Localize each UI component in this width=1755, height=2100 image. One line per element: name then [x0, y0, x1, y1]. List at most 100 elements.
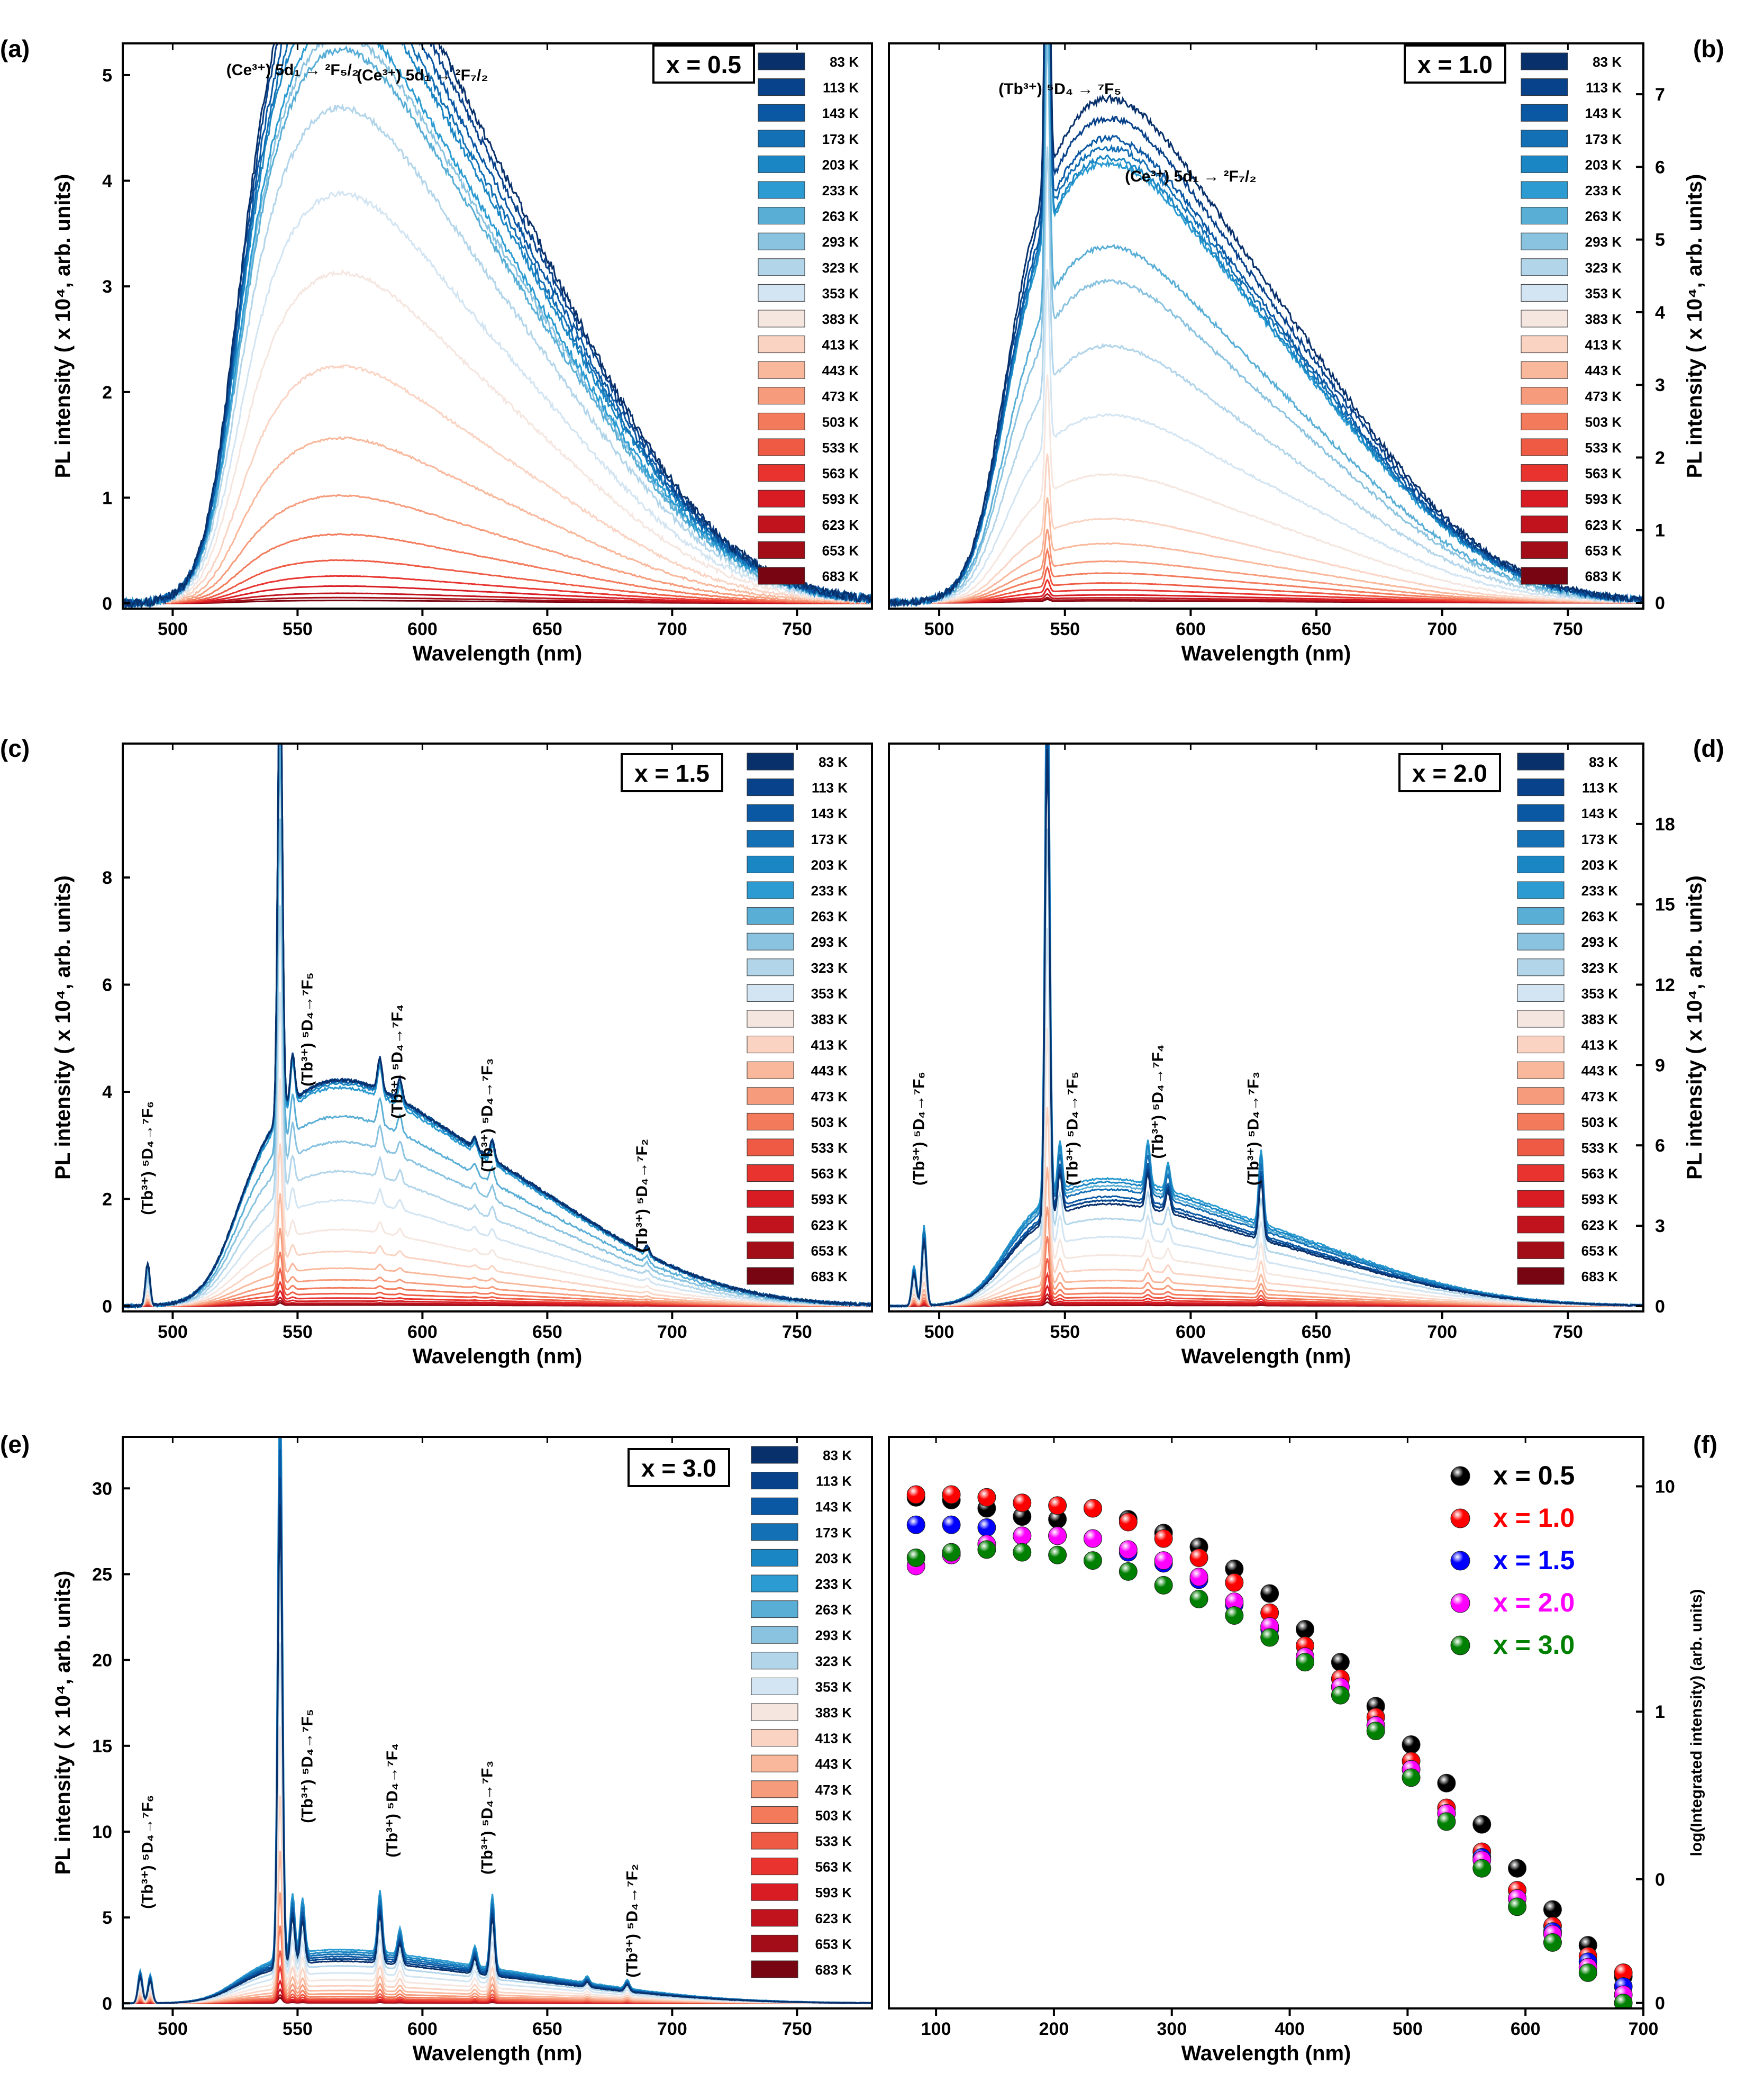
y-tick-label: 7 — [1655, 85, 1665, 105]
spectrum-263k — [889, 43, 1643, 608]
legend-label: 563 K — [811, 1166, 848, 1182]
legend-swatch — [751, 1446, 798, 1464]
legend-label: 653 K — [815, 1936, 852, 1952]
spectrum-533k — [123, 559, 872, 605]
spectrum-383k — [123, 1078, 872, 1308]
transition-annotation: (Tb³⁺) ⁵D₄→⁷F₂ — [623, 1864, 641, 1978]
transition-annotation: (Tb³⁺) ⁵D₄→⁷F₅ — [299, 1709, 316, 1823]
transition-annotation: (Tb³⁺) ⁵D₄→⁷F₅ — [1064, 1072, 1081, 1185]
data-point-3.0 — [1013, 1543, 1032, 1562]
legend-label: x = 1.5 — [1493, 1545, 1575, 1575]
legend-label: 683 K — [811, 1269, 848, 1284]
spectrum-443k — [123, 1193, 872, 1307]
data-point-3.0 — [1614, 1994, 1633, 2008]
data-point-3.0 — [1508, 1897, 1527, 1916]
spectrum-443k — [889, 1166, 1643, 1307]
legend-label: 443 K — [1581, 1063, 1618, 1079]
legend-label: 83 K — [823, 1447, 852, 1463]
y-tick-label: 3 — [102, 277, 112, 297]
transition-annotation: (Tb³⁺) ⁵D₄→⁷F₆ — [911, 1072, 928, 1185]
temperature-legend: 83 K 113 K 143 K 173 K 203 K 233 K 263 K 293 K 3… — [1521, 52, 1622, 585]
y-tick-label: 1 — [102, 488, 112, 508]
legend-swatch — [1521, 258, 1568, 276]
legend-swatch — [747, 830, 794, 848]
data-point-3.0 — [1296, 1653, 1315, 1672]
y-axis-title: PL intensity ( x 10⁴, arb. units) — [51, 875, 75, 1180]
plot-area — [123, 1437, 872, 2005]
spectrum-503k — [123, 533, 872, 605]
legend-label: 623 K — [1585, 517, 1622, 533]
legend-swatch — [751, 1960, 798, 1978]
legend-label: 593 K — [822, 491, 859, 507]
legend-label: 293 K — [822, 234, 859, 250]
legend-swatch — [1517, 1164, 1565, 1182]
composition-box — [1398, 753, 1501, 792]
data-point-2.0 — [1048, 1526, 1067, 1545]
transition-annotation: (Ce³⁺) 5d₁ → ²F₇/₂ — [357, 67, 488, 84]
x-tick-label: 550 — [283, 2019, 313, 2039]
y-tick-label: 2 — [102, 1189, 112, 1209]
x-tick-label: 600 — [407, 2019, 438, 2039]
legend-swatch — [758, 438, 805, 456]
legend-swatch — [747, 1061, 794, 1079]
spectrum-83k — [889, 749, 1643, 1308]
legend-label: 113 K — [1586, 80, 1622, 96]
spectrum-473k — [889, 529, 1643, 604]
data-point-2.0 — [1189, 1568, 1208, 1587]
y-tick-label: 15 — [92, 1736, 112, 1757]
legend-label: 683 K — [1581, 1269, 1618, 1284]
legend-swatch — [1517, 881, 1565, 899]
legend-label: 563 K — [1585, 466, 1622, 482]
legend-label: 623 K — [811, 1217, 848, 1233]
x-axis-title: Wavelength (nm) — [413, 2042, 583, 2065]
x-tick-label: 500 — [924, 619, 954, 639]
legend-label: 683 K — [815, 1962, 852, 1978]
legend-label: 263 K — [815, 1602, 852, 1618]
y-tick-label: 0 — [1655, 1870, 1665, 1890]
transition-annotation: (Ce³⁺) 5d₁ → ²F₅/₂ — [226, 61, 359, 79]
legend-label: 413 K — [811, 1037, 848, 1053]
legend-swatch — [747, 804, 794, 822]
data-point-3.0 — [1472, 1859, 1492, 1878]
y-tick-label: 20 — [92, 1651, 112, 1671]
x-tick-label: 500 — [158, 2019, 188, 2039]
plot-frame — [888, 1436, 1644, 2010]
spectrum-83k — [123, 43, 872, 609]
plot-area — [906, 1485, 1633, 2008]
legend-swatch — [747, 933, 794, 951]
legend-swatch — [1517, 1087, 1565, 1105]
y-tick-label: 0 — [102, 1994, 112, 2014]
legend-label: 323 K — [822, 260, 859, 276]
legend-swatch — [751, 1858, 798, 1876]
legend-label: 263 K — [811, 909, 848, 925]
legend-swatch — [751, 1780, 798, 1798]
data-point-1.0 — [1189, 1548, 1208, 1567]
legend-label: 413 K — [822, 337, 859, 353]
legend-label: 353 K — [1581, 985, 1618, 1001]
legend-label: 203 K — [1581, 857, 1618, 873]
legend-swatch — [1521, 336, 1568, 354]
data-point-3.0 — [1083, 1551, 1102, 1570]
legend-label: 413 K — [1581, 1037, 1618, 1053]
legend-label: 383 K — [822, 311, 859, 327]
data-point-0.5 — [1508, 1859, 1527, 1878]
x-tick-label: 500 — [158, 1322, 188, 1342]
transition-annotation: (Tb³⁺) ⁵D₄→⁷F₃ — [479, 1761, 496, 1875]
y-tick-label: 1 — [1655, 1702, 1665, 1722]
y-tick-label: 0 — [102, 594, 112, 614]
legend-swatch — [758, 541, 805, 559]
legend-label: 293 K — [1581, 934, 1618, 950]
plot-area — [889, 744, 1643, 1308]
legend-label: 503 K — [815, 1807, 852, 1823]
legend-swatch — [1517, 804, 1565, 822]
legend-label: 503 K — [1581, 1114, 1618, 1130]
legend-label: 263 K — [1581, 909, 1618, 925]
legend-swatch — [1521, 387, 1568, 405]
panel-label: (e) — [0, 1431, 30, 1458]
legend-label: 653 K — [1585, 542, 1622, 558]
x-axis-title: Wavelength (nm) — [413, 642, 583, 665]
legend-marker — [1450, 1593, 1470, 1613]
panel-c: 500 550 600 650 700 750 0 2 4 6 8 Wavelength (nm) PL… — [0, 735, 873, 1368]
legend-label: 413 K — [1585, 337, 1622, 353]
legend-swatch — [1521, 130, 1568, 148]
